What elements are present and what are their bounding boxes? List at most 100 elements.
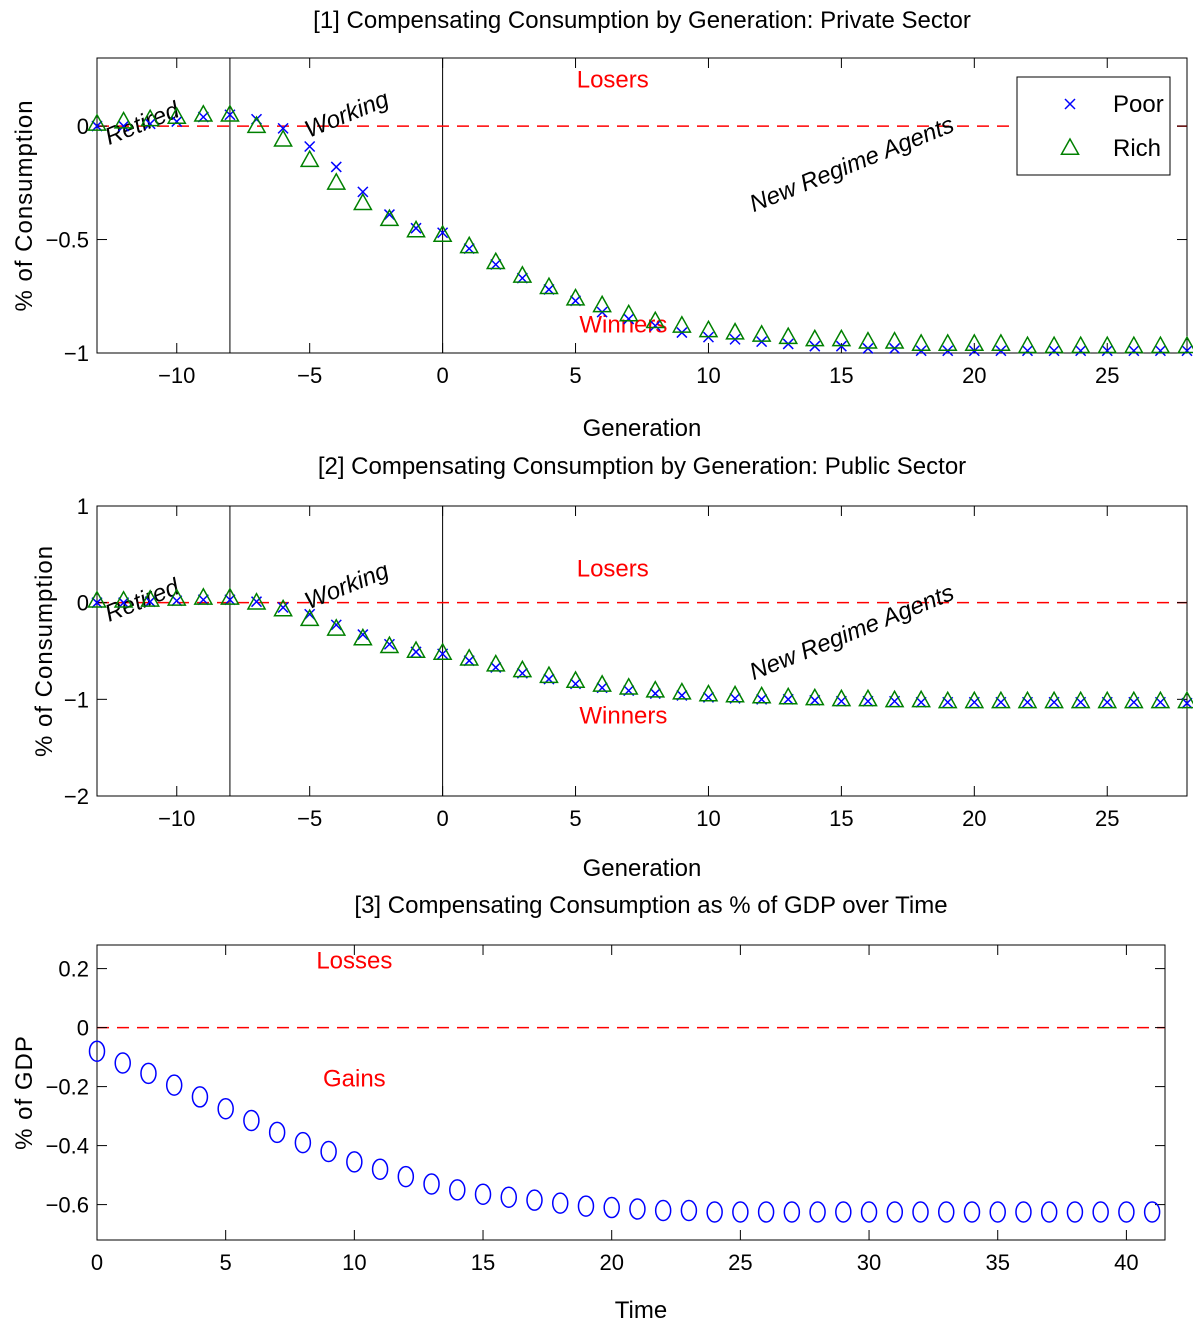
data-point-gdp (526, 1189, 543, 1211)
data-point-rich (645, 310, 666, 329)
data-point-rich (326, 618, 347, 636)
data-point-rich (273, 598, 293, 617)
data-point-poor (383, 209, 395, 221)
x-tick-label: 0 (436, 806, 448, 831)
data-point-poor (410, 222, 422, 234)
data-point-rich (1177, 335, 1193, 354)
data-point-rich (485, 653, 506, 672)
annotation-label: Working (301, 557, 393, 615)
y-tick-label: −0.5 (46, 228, 89, 253)
data-point-rich (804, 687, 825, 706)
x-tick-label: 15 (829, 806, 853, 831)
data-point-gdp (1040, 1201, 1058, 1223)
data-point-rich (1097, 335, 1118, 354)
data-point-poor (1101, 345, 1113, 357)
data-point-poor (782, 693, 794, 705)
data-point-rich (299, 149, 320, 168)
data-point-gdp (423, 1173, 440, 1195)
data-point-rich (432, 224, 453, 243)
data-point-rich (1177, 690, 1193, 709)
x-tick-label: 25 (1095, 806, 1119, 831)
data-point-poor (1154, 345, 1166, 357)
data-point-rich (246, 592, 267, 610)
data-point-poor (357, 186, 369, 198)
data-point-rich (166, 106, 187, 125)
y-tick-label: 0 (77, 1016, 89, 1041)
data-point-poor (1048, 345, 1060, 357)
data-point-gdp (320, 1140, 337, 1163)
data-point-poor (357, 629, 369, 641)
data-point-poor (171, 595, 183, 607)
data-point-rich (1070, 690, 1091, 709)
data-point-rich (1070, 335, 1091, 354)
x-tick-label: 30 (857, 1250, 881, 1275)
x-tick-label: −10 (158, 363, 195, 388)
data-point-rich (1017, 335, 1038, 354)
y-tick-label: 0 (77, 591, 89, 616)
data-point-rich (539, 276, 559, 295)
data-point-rich (193, 104, 214, 122)
annotation-label: Losses (316, 948, 392, 975)
x-axis-label: Time (615, 1297, 667, 1324)
x-tick-label: 20 (962, 806, 986, 831)
y-axis-label: % of Consumption (11, 99, 38, 311)
data-point-rich (937, 333, 958, 351)
data-point-poor (623, 313, 635, 325)
data-point-gdp (757, 1201, 775, 1223)
data-point-gdp (346, 1151, 363, 1173)
data-point-rich (512, 265, 533, 283)
annotation-label: Losers (577, 556, 649, 583)
x-tick-label: −5 (297, 806, 322, 831)
data-point-poor (809, 694, 821, 706)
data-point-rich (539, 665, 559, 684)
data-point-poor (171, 116, 183, 128)
y-tick-label: 1 (77, 494, 89, 519)
data-point-poor (250, 596, 263, 608)
data-point-rich (1044, 690, 1064, 709)
data-point-gdp (732, 1201, 749, 1223)
plot-frame (96, 57, 1188, 354)
y-tick-label: −0.2 (46, 1075, 89, 1100)
data-point-poor (1075, 345, 1087, 357)
y-tick-label: −0.4 (46, 1134, 89, 1159)
x-tick-label: 25 (728, 1250, 752, 1275)
data-point-rich (645, 680, 666, 698)
data-point-rich (193, 587, 214, 605)
x-tick-label: 10 (696, 806, 720, 831)
data-point-poor (835, 695, 847, 707)
data-point-gdp (963, 1201, 981, 1223)
data-point-gdp (1066, 1201, 1084, 1223)
x-tick-label: −10 (158, 806, 195, 831)
x-tick-label: 40 (1114, 1250, 1138, 1275)
data-point-rich (1124, 335, 1144, 354)
data-point-rich (911, 333, 931, 351)
data-point-rich (672, 315, 692, 333)
data-point-poor (224, 594, 236, 606)
x-tick-label: 20 (599, 1250, 623, 1275)
data-point-poor (1128, 345, 1140, 357)
data-point-poor (144, 596, 156, 608)
x-tick-label: 10 (342, 1250, 366, 1275)
data-point-gdp (243, 1109, 260, 1132)
legend: Poor Rich (1016, 76, 1171, 176)
data-point-rich (858, 688, 878, 707)
data-point-rich (698, 683, 719, 702)
data-point-poor (330, 619, 342, 631)
legend-label-poor: Poor (1113, 91, 1164, 118)
data-point-rich (1150, 690, 1171, 709)
data-point-gdp (654, 1199, 672, 1222)
data-point-rich (406, 640, 426, 659)
y-tick-label: −1 (64, 687, 89, 712)
data-point-rich (1124, 690, 1144, 709)
data-point-rich (166, 588, 187, 606)
data-point-rich (672, 682, 692, 700)
data-point-poor (330, 161, 342, 173)
data-point-poor (649, 320, 661, 332)
y-tick-label: −0.6 (46, 1193, 89, 1218)
data-point-poor (118, 597, 130, 609)
data-point-gdp (1092, 1201, 1109, 1223)
data-point-rich (432, 642, 453, 660)
data-point-gdp (603, 1196, 620, 1219)
annotation-label: Winners (579, 703, 667, 730)
